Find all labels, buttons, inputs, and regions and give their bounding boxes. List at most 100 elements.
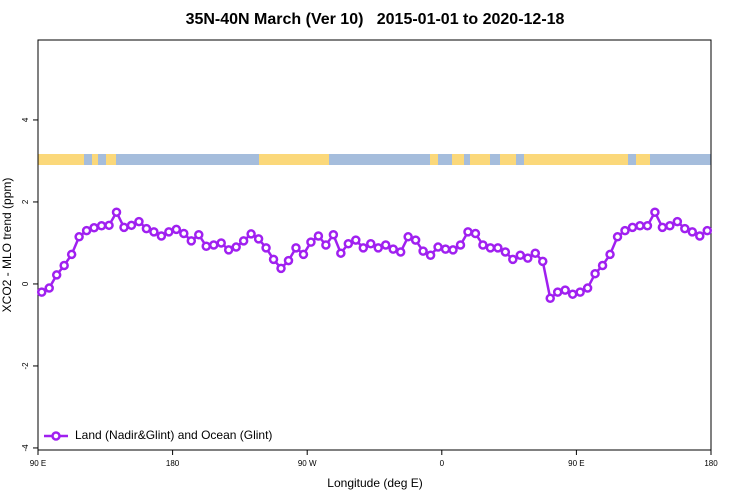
data-point bbox=[298, 249, 309, 260]
land-ocean-strip bbox=[38, 154, 711, 165]
y-axis-label: XCO2 - MLO trend (ppm) bbox=[0, 178, 14, 313]
data-point bbox=[59, 260, 69, 271]
data-point bbox=[313, 231, 324, 241]
data-point bbox=[89, 223, 99, 233]
data-point bbox=[560, 285, 570, 295]
data-point bbox=[291, 243, 301, 253]
data-point bbox=[104, 220, 114, 231]
data-point bbox=[500, 247, 511, 257]
data-point bbox=[51, 270, 62, 280]
data-point bbox=[470, 228, 481, 239]
data-point bbox=[552, 287, 563, 297]
data-point bbox=[223, 245, 234, 255]
data-point bbox=[575, 287, 585, 297]
data-point bbox=[425, 250, 436, 260]
data-point bbox=[74, 232, 84, 242]
data-point bbox=[126, 220, 137, 231]
data-point bbox=[253, 234, 264, 244]
data-point bbox=[657, 222, 668, 233]
data-point bbox=[478, 240, 488, 250]
data-point bbox=[403, 232, 413, 242]
data-point bbox=[246, 229, 256, 239]
data-point bbox=[156, 231, 167, 241]
data-point bbox=[231, 242, 241, 252]
data-point bbox=[343, 239, 354, 249]
data-point bbox=[627, 222, 638, 233]
data-point bbox=[695, 231, 705, 241]
data-point bbox=[448, 245, 458, 255]
data-point bbox=[433, 242, 443, 252]
data-point bbox=[81, 225, 92, 236]
x-tick-label: 90 E bbox=[568, 459, 584, 468]
data-point bbox=[605, 249, 615, 260]
data-point bbox=[418, 246, 428, 256]
data-point bbox=[96, 220, 107, 231]
data-point bbox=[635, 220, 645, 231]
data-point bbox=[440, 244, 451, 254]
data-point bbox=[597, 260, 608, 271]
data-point bbox=[141, 223, 152, 234]
data-point bbox=[276, 263, 286, 274]
legend-label: Land (Nadir&Glint) and Ocean (Glint) bbox=[75, 428, 272, 442]
data-point bbox=[672, 216, 683, 227]
data-point bbox=[373, 243, 383, 253]
data-point bbox=[179, 228, 189, 239]
x-axis-label: Longitude (deg E) bbox=[327, 476, 422, 490]
data-point bbox=[680, 223, 690, 234]
data-point bbox=[650, 207, 660, 217]
data-point bbox=[665, 220, 675, 231]
data-point bbox=[194, 230, 204, 240]
data-point bbox=[171, 224, 182, 235]
data-point bbox=[395, 247, 406, 257]
y-tick-label: -4 bbox=[21, 444, 30, 452]
data-point bbox=[582, 283, 593, 293]
data-point bbox=[508, 254, 518, 265]
data-point bbox=[455, 240, 466, 250]
data-point bbox=[590, 268, 600, 279]
data-point bbox=[523, 253, 533, 263]
data-point bbox=[268, 254, 279, 265]
data-point bbox=[336, 248, 346, 258]
data-point bbox=[410, 235, 421, 245]
chart-title: 35N-40N March (Ver 10) 2015-01-01 to 202… bbox=[186, 11, 565, 28]
data-point bbox=[36, 287, 47, 297]
data-point bbox=[328, 230, 339, 240]
y-tick-label: 0 bbox=[21, 281, 30, 286]
data-point bbox=[164, 227, 174, 237]
data-point bbox=[485, 243, 496, 253]
data-point bbox=[238, 236, 249, 246]
x-tick-label: 180 bbox=[704, 459, 718, 468]
data-point bbox=[216, 238, 226, 248]
data-point bbox=[201, 241, 211, 251]
data-point bbox=[208, 240, 219, 250]
data-point bbox=[567, 289, 578, 299]
y-tick-label: -2 bbox=[21, 362, 30, 370]
data-point bbox=[530, 248, 541, 258]
data-point bbox=[493, 243, 503, 253]
plot-frame bbox=[37, 39, 712, 451]
x-tick-label: 90 E bbox=[30, 459, 46, 468]
data-point bbox=[545, 293, 555, 304]
legend-marker bbox=[51, 431, 61, 441]
data-point bbox=[321, 240, 331, 250]
plot-layer: -4 -2 0 2 4 90 E 180 90 W 0 90 E 180 Land (Nadir&Gl… bbox=[21, 117, 718, 468]
y-tick-label: 2 bbox=[21, 199, 30, 204]
data-point bbox=[261, 243, 271, 253]
x-tick-label: 90 W bbox=[298, 459, 317, 468]
data-point bbox=[358, 243, 369, 253]
data-point bbox=[134, 216, 144, 227]
data-point bbox=[366, 239, 376, 249]
data-point bbox=[515, 250, 526, 260]
y-tick-label: 4 bbox=[21, 117, 30, 122]
data-point bbox=[306, 237, 316, 247]
data-point bbox=[463, 227, 473, 237]
data-point bbox=[620, 225, 630, 236]
data-point bbox=[538, 256, 548, 267]
data-point bbox=[119, 222, 129, 233]
data-point bbox=[149, 227, 159, 237]
data-point bbox=[702, 225, 713, 236]
data-point bbox=[612, 232, 623, 242]
data-point bbox=[380, 240, 391, 250]
data-point bbox=[283, 255, 294, 266]
